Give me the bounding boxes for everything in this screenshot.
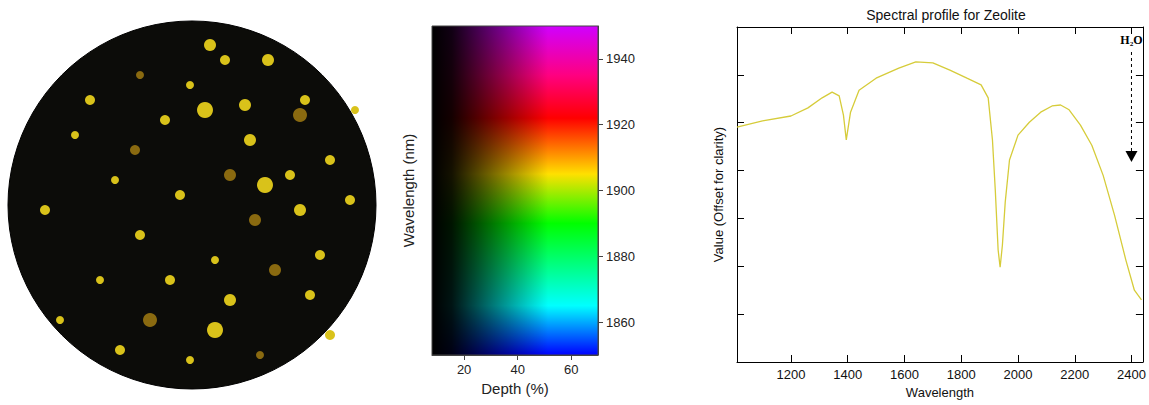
svg-text:1860: 1860 xyxy=(606,315,635,330)
svg-text:Wavelength (nm): Wavelength (nm) xyxy=(400,134,417,248)
svg-text:Spectral profile for Zeolite: Spectral profile for Zeolite xyxy=(866,7,1026,23)
svg-text:2400: 2400 xyxy=(1117,367,1146,382)
svg-text:1200: 1200 xyxy=(776,367,805,382)
svg-text:40: 40 xyxy=(510,362,524,377)
svg-text:H₂O: H₂O xyxy=(1120,33,1142,47)
svg-text:2000: 2000 xyxy=(1004,367,1033,382)
svg-text:1880: 1880 xyxy=(606,249,635,264)
svg-text:1600: 1600 xyxy=(890,367,919,382)
svg-text:1940: 1940 xyxy=(606,51,635,66)
svg-text:1900: 1900 xyxy=(606,183,635,198)
svg-text:1800: 1800 xyxy=(947,367,976,382)
svg-text:20: 20 xyxy=(457,362,471,377)
svg-text:2200: 2200 xyxy=(1060,367,1089,382)
svg-text:Depth (%): Depth (%) xyxy=(481,380,549,397)
svg-text:60: 60 xyxy=(564,362,578,377)
svg-text:1920: 1920 xyxy=(606,117,635,132)
svg-text:1400: 1400 xyxy=(833,367,862,382)
svg-text:Value (Offset for clarity): Value (Offset for clarity) xyxy=(711,127,726,262)
svg-text:Wavelength: Wavelength xyxy=(906,385,974,400)
